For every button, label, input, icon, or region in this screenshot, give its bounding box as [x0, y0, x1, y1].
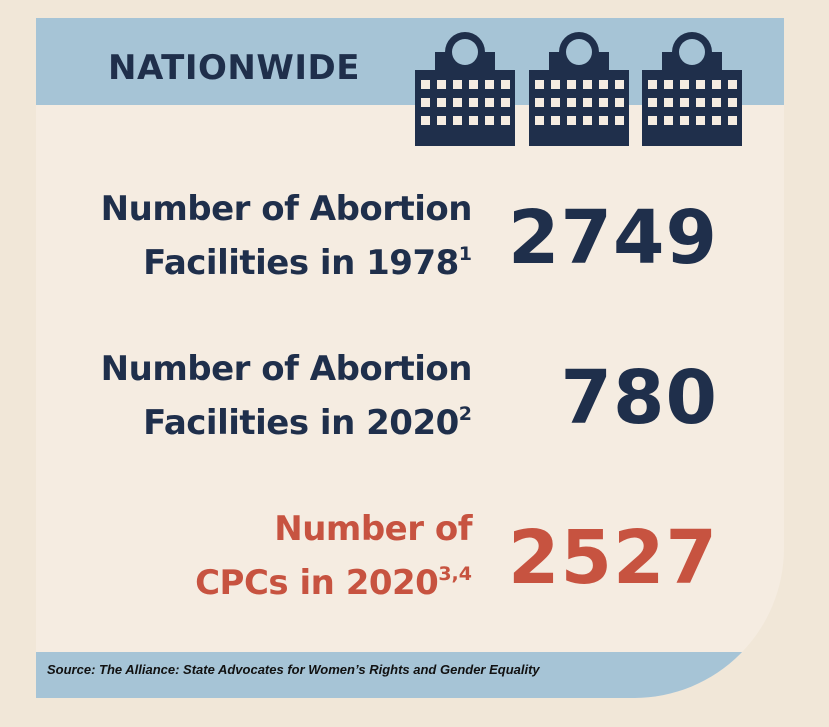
building-icon [642, 32, 742, 146]
stat-label-line1: Number of Abortion [100, 349, 473, 389]
building-icon [415, 32, 515, 146]
source-band: Source: The Alliance: State Advocates fo… [36, 652, 784, 698]
stat-value: 2527 [508, 515, 718, 601]
stat-label-line2: Facilities in 2020 [143, 403, 459, 443]
stat-label: Number of Abortion Facilities in 19781 [100, 182, 473, 290]
stat-label-line2: CPCs in 2020 [195, 563, 439, 603]
header-band: NATIONWIDE [36, 18, 784, 105]
stat-label-line1: Number of [274, 509, 472, 549]
building-icon [529, 32, 629, 146]
stat-label-line1: Number of Abortion [100, 189, 473, 229]
stat-value: 780 [560, 355, 718, 441]
footnote-marker: 3,4 [438, 563, 472, 585]
stat-label: Number of CPCs in 20203,4 [195, 502, 472, 610]
stat-value: 2749 [508, 195, 718, 281]
infographic-card: NATIONWIDE Number of [36, 18, 784, 698]
footnote-marker: 2 [458, 403, 472, 425]
source-citation: Source: The Alliance: State Advocates fo… [47, 662, 540, 677]
stat-label-line2: Facilities in 1978 [143, 243, 459, 283]
header-title: NATIONWIDE [108, 48, 360, 88]
stat-label: Number of Abortion Facilities in 20202 [100, 342, 473, 450]
footnote-marker: 1 [458, 243, 472, 265]
